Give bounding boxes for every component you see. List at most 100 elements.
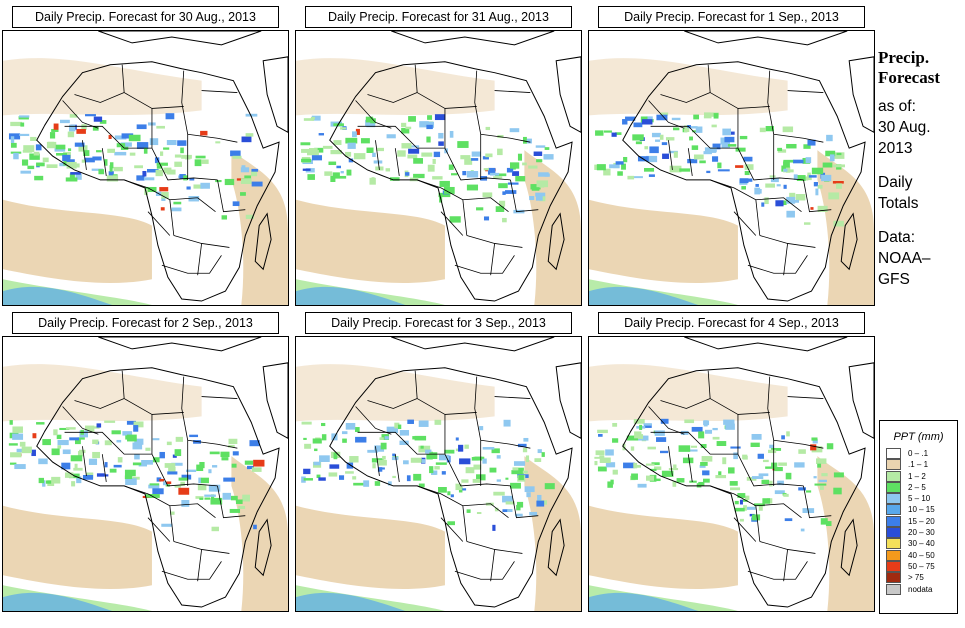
precip-cell: [406, 475, 411, 482]
precip-cell: [106, 175, 119, 182]
precip-cell: [739, 178, 749, 184]
precip-cell: [177, 140, 187, 146]
precip-cell: [314, 448, 318, 452]
precip-cell: [828, 192, 840, 200]
precip-cell: [774, 490, 785, 495]
coastline: [98, 31, 262, 46]
precip-cell: [522, 470, 528, 474]
precip-cell: [348, 158, 354, 163]
precip-cell: [104, 420, 116, 423]
precip-cell: [126, 420, 136, 425]
precip-cell: [672, 480, 677, 487]
precip-cell: [443, 186, 455, 194]
precip-cell: [630, 446, 635, 451]
precip-cell: [212, 465, 218, 468]
precip-cell: [646, 116, 653, 120]
precip-cell: [525, 455, 530, 463]
precip-cell: [812, 439, 818, 444]
legend-swatch: [886, 459, 901, 471]
precip-cell: [735, 147, 746, 152]
precip-cell: [725, 423, 735, 430]
country-borders: [648, 370, 832, 582]
precip-cell: [117, 457, 123, 463]
precip-cell: [536, 500, 545, 507]
precip-cell: [132, 476, 140, 480]
precip-cell: [704, 429, 713, 434]
precip-cell: [482, 446, 495, 450]
precip-cell: [687, 125, 691, 128]
precip-cell: [392, 475, 396, 479]
precip-cell: [471, 158, 479, 161]
precip-cell: [311, 115, 321, 121]
precip-cell: [156, 477, 162, 482]
precip-cell: [495, 206, 505, 212]
precip-cell: [803, 222, 811, 225]
precip-cell: [637, 483, 647, 488]
precip-cell: [65, 177, 78, 182]
precip-cell: [690, 445, 698, 448]
precip-cell: [678, 445, 691, 452]
precip-cell: [622, 119, 628, 125]
precip-cell: [776, 184, 781, 187]
precip-cell: [529, 195, 535, 201]
precip-cell: [99, 120, 107, 124]
precip-cell: [512, 171, 520, 176]
precip-cell: [536, 159, 543, 163]
precip-cell: [447, 521, 455, 526]
forecast-panel-sep3: Daily Precip. Forecast for 3 Sep., 2013: [295, 312, 582, 612]
precip-cell: [392, 453, 396, 457]
precip-cell: [427, 164, 435, 172]
precip-cell: [69, 173, 75, 180]
precip-cell: [529, 511, 538, 516]
precip-cell: [665, 137, 675, 141]
precip-cell: [810, 444, 817, 451]
precip-cell: [188, 195, 200, 202]
precip-cell: [352, 131, 357, 138]
precip-cell: [156, 125, 165, 129]
precip-cell: [742, 499, 748, 502]
precip-cell: [699, 464, 706, 468]
precip-cell: [816, 458, 827, 464]
precip-cell: [76, 128, 86, 134]
precip-cell: [178, 477, 189, 481]
precip-cell: [45, 480, 52, 484]
precip-cell: [833, 220, 844, 227]
precip-cell: [152, 438, 160, 441]
precip-cell: [46, 164, 58, 168]
precip-cell: [74, 439, 81, 445]
precip-cell: [743, 505, 747, 511]
precip-cell: [376, 147, 384, 152]
precip-cell: [648, 174, 655, 177]
precip-cell: [798, 487, 806, 491]
precip-cell: [517, 153, 523, 161]
precip-cell: [166, 169, 176, 175]
precip-cell: [438, 141, 444, 146]
precip-cell: [367, 449, 378, 453]
precip-cell: [245, 214, 254, 219]
precip-cell: [517, 467, 524, 475]
precip-cell: [603, 130, 612, 133]
precip-cell: [304, 443, 312, 449]
precip-cell: [330, 175, 336, 182]
precip-cell: [499, 200, 506, 207]
precip-cell: [722, 128, 732, 136]
precip-cell: [661, 142, 668, 146]
precip-cell: [684, 419, 695, 424]
precip-cell: [73, 467, 83, 471]
precip-cell: [712, 436, 720, 440]
precip-cell: [739, 499, 743, 505]
precip-cell: [796, 175, 806, 182]
precip-cell: [717, 162, 722, 169]
precip-cell: [62, 449, 71, 455]
precip-cell: [322, 145, 333, 149]
info-heading: Forecast: [878, 68, 940, 87]
precip-cell: [813, 181, 818, 187]
precip-cell: [660, 418, 669, 424]
precip-cell: [783, 184, 787, 189]
precip-cell: [160, 207, 165, 211]
precip-cell: [706, 170, 711, 174]
forecast-panel-aug30: Daily Precip. Forecast for 30 Aug., 2013: [2, 6, 289, 306]
precip-cell: [700, 444, 707, 448]
africa-map-svg: [3, 337, 288, 611]
precip-cell: [303, 437, 307, 440]
